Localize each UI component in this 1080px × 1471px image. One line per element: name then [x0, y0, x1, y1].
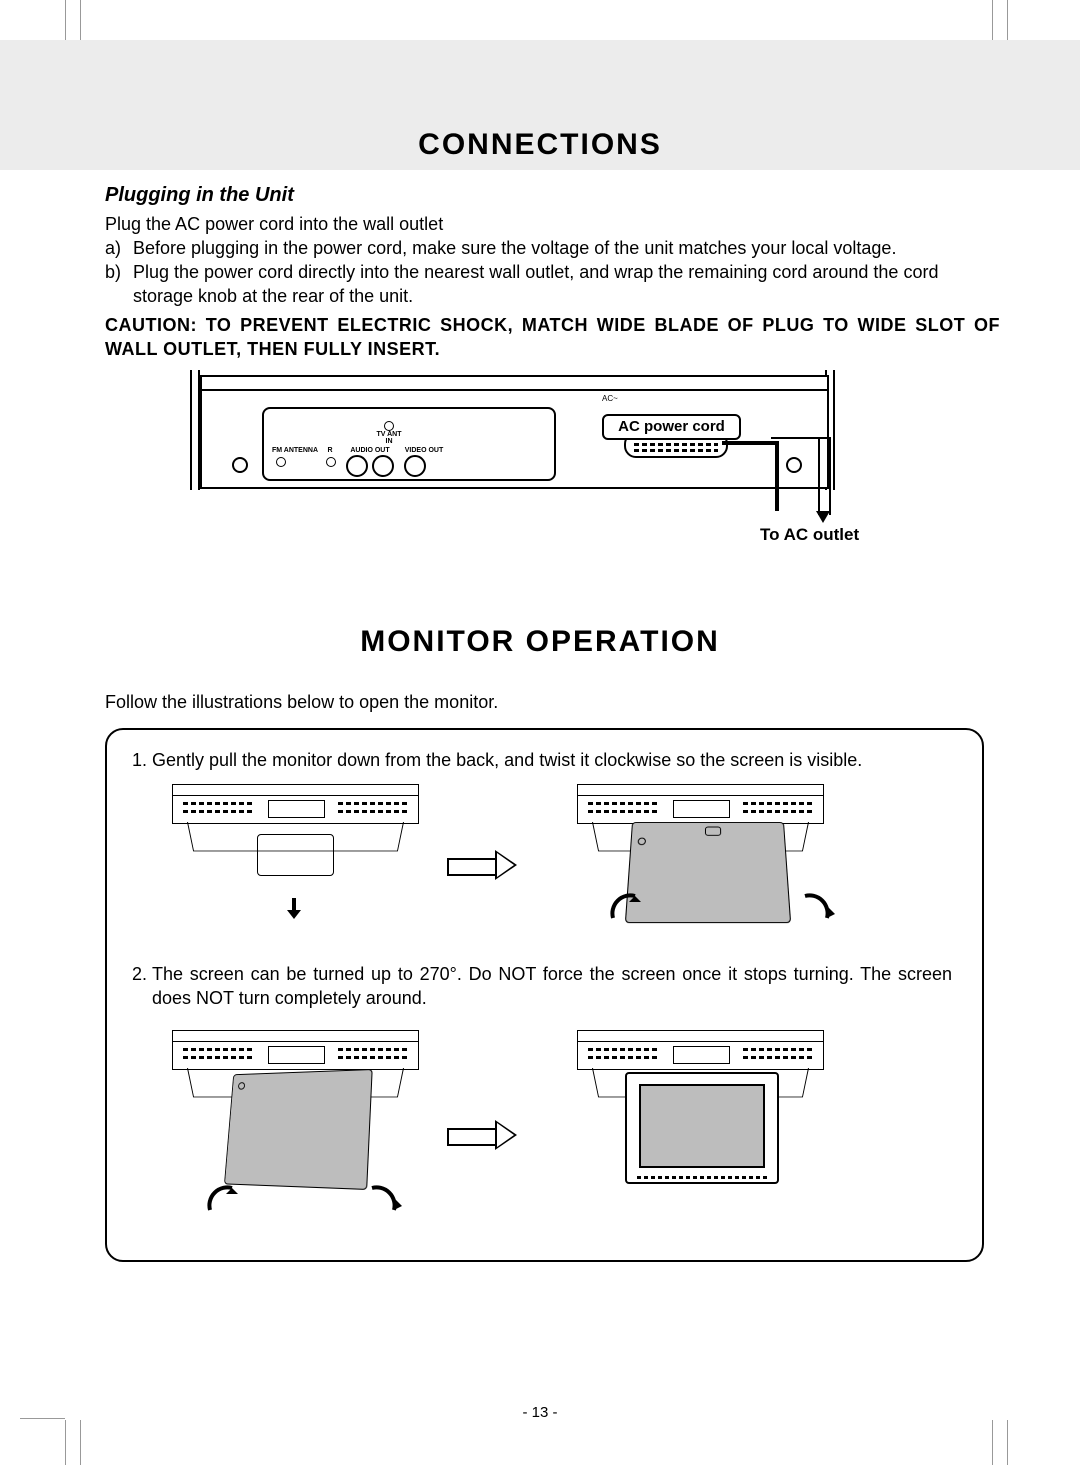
figure-step2-right: [577, 1030, 822, 1160]
figure-step1-left: [172, 784, 417, 914]
port-label-video: VIDEO OUT: [400, 447, 448, 454]
list-item-b: b)Plug the power cord directly into the …: [105, 260, 1000, 309]
page-number: - 13 -: [0, 1404, 1080, 1421]
rear-panel: TV ANT IN FM ANTENNA R AUDIO OUT VIDEO O…: [262, 407, 556, 481]
diagram-unit-back: AC~ TV ANT IN FM ANTENNA R AUDIO OUT VID…: [200, 375, 860, 535]
list-item-b-text: Plug the power cord directly into the ne…: [133, 260, 993, 309]
rotate-arrow-icon: [202, 1180, 242, 1220]
crop-mark: [80, 0, 81, 45]
step-1-text: Gently pull the monitor down from the ba…: [152, 750, 862, 770]
port-label-audio: AUDIO OUT: [346, 447, 394, 454]
subsection-title-plugging: Plugging in the Unit: [105, 184, 294, 207]
crop-mark: [1007, 1420, 1008, 1465]
monitor-lead: Follow the illustrations below to open t…: [105, 690, 1000, 714]
crop-mark: [1007, 0, 1008, 45]
crop-mark: [992, 1420, 993, 1465]
crop-mark: [80, 1420, 81, 1465]
step-1: 1.Gently pull the monitor down from the …: [132, 748, 957, 772]
to-ac-outlet-label: To AC outlet: [760, 525, 859, 545]
section-heading-connections: CONNECTIONS: [0, 128, 1080, 162]
section-heading-monitor: MONITOR OPERATION: [0, 625, 1080, 659]
arrow-right-icon: [447, 850, 517, 880]
port-label-fm: FM ANTENNA: [268, 447, 322, 454]
crop-mark: [65, 1420, 66, 1465]
step-2-text: The screen can be turned up to 270°. Do …: [152, 962, 952, 1011]
rotate-arrow-icon: [605, 888, 645, 928]
caution-text: CAUTION: TO PREVENT ELECTRIC SHOCK, MATC…: [105, 313, 1000, 362]
ac-tiny-label: AC~: [602, 394, 618, 403]
ac-power-cord-label: AC power cord: [602, 414, 741, 440]
arrow-down-icon: [816, 511, 830, 523]
crop-mark: [992, 0, 993, 45]
monitor-steps-box: 1.Gently pull the monitor down from the …: [105, 728, 984, 1262]
list-item-a-text: Before plugging in the power cord, make …: [133, 238, 896, 258]
arrow-down-icon: [287, 898, 301, 919]
figure-step2-left: [172, 1030, 417, 1160]
crop-mark: [65, 0, 66, 45]
lead-text: Plug the AC power cord into the wall out…: [105, 212, 1000, 236]
rotate-arrow-icon: [795, 888, 835, 928]
port-label-tv-ant: TV ANT IN: [372, 431, 406, 445]
rotate-arrow-icon: [362, 1180, 402, 1220]
arrow-right-icon: [447, 1120, 517, 1150]
step-2: 2.The screen can be turned up to 270°. D…: [132, 962, 957, 1011]
list-item-a: a)Before plugging in the power cord, mak…: [105, 236, 1000, 260]
port-label-r: R: [323, 447, 337, 454]
